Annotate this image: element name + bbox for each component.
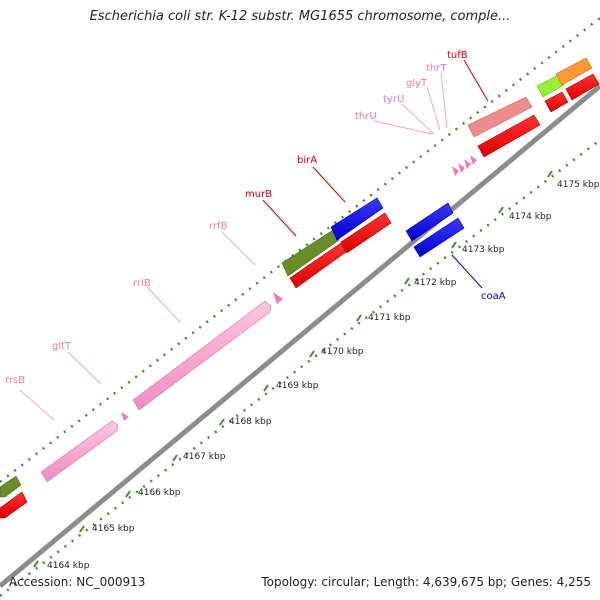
gene-box-thrU[interactable] — [452, 166, 459, 176]
label-thrU: thrU — [355, 111, 377, 122]
scale-label-4172: 4172 kbp — [414, 278, 457, 288]
scale-label-4171: 4171 kbp — [368, 313, 411, 323]
label-tufB: tufB — [447, 50, 468, 61]
gene-box-murB[interactable] — [281, 229, 340, 277]
gene-box-gltT[interactable] — [121, 412, 129, 421]
accession-text: Accession: NC_000913 — [9, 575, 146, 589]
label-leaders — [19, 59, 489, 421]
gene-box-red-top-1[interactable] — [544, 91, 569, 113]
gene-box-rrsB[interactable] — [40, 420, 119, 483]
label-rrfB: rrfB — [209, 221, 228, 232]
scale-label-4167: 4167 kbp — [183, 452, 226, 462]
upper-tick-track — [0, 17, 600, 483]
gene-labels: rrsB gltT rrlB rrfB murB birA thrU tyrU … — [5, 50, 506, 386]
scale-label-4174: 4174 kbp — [509, 212, 552, 222]
gene-box-birA[interactable] — [330, 197, 384, 241]
lower-tick-track — [0, 139, 600, 597]
scale-label-4164: 4164 kbp — [47, 561, 90, 571]
label-glyT: glyT — [406, 78, 428, 89]
scale-label-4170: 4170 kbp — [321, 347, 364, 357]
map-title: Escherichia coli str. K-12 substr. MG165… — [89, 9, 511, 24]
scale-label-4166: 4166 kbp — [138, 488, 181, 498]
gene-box-rrlB[interactable] — [132, 300, 272, 411]
scale-label-4173: 4173 kbp — [462, 245, 505, 255]
gene-box-coaA-2[interactable] — [413, 217, 465, 258]
label-rrlB: rrlB — [133, 278, 151, 289]
gene-box-tufB[interactable] — [467, 96, 533, 138]
gene-box-orange[interactable] — [555, 57, 593, 86]
scale-label-4168: 4168 kbp — [229, 417, 272, 427]
gene-box-red-murB[interactable] — [289, 242, 347, 289]
scale-label-4169: 4169 kbp — [276, 381, 319, 391]
gene-box-coaA-1[interactable] — [405, 202, 454, 242]
scale-label-4175: 4175 kbp — [557, 180, 600, 190]
scale-labels: 4164 kbp 4165 kbp 4166 kbp 4167 kbp 4168… — [47, 180, 600, 571]
label-thrT: thrT — [426, 63, 447, 74]
label-gltT: gltT — [52, 341, 72, 352]
gene-box-lime[interactable] — [536, 74, 565, 98]
label-coaA: coaA — [481, 291, 506, 302]
major-ticks — [33, 170, 553, 568]
gene-box-red-birA[interactable] — [340, 212, 392, 254]
scale-label-4165: 4165 kbp — [92, 524, 135, 534]
gene-box-red-left[interactable] — [0, 491, 28, 519]
topology-summary-text: Topology: circular; Length: 4,639,675 bp… — [261, 575, 591, 589]
gene-box-red-tufB[interactable] — [477, 114, 541, 158]
label-birA: birA — [297, 155, 317, 166]
label-rrsB: rrsB — [5, 375, 25, 386]
gene-box-glyT[interactable] — [464, 159, 471, 169]
label-tyrU: tyrU — [383, 94, 404, 105]
gene-box-rrfB[interactable] — [273, 292, 283, 304]
gene-box-red-top-2[interactable] — [565, 73, 600, 101]
gene-box-thrT[interactable] — [470, 155, 477, 165]
label-murB: murB — [245, 189, 272, 200]
gene-box-tyrU[interactable] — [458, 163, 465, 173]
gene-box-olive-left[interactable] — [0, 475, 22, 498]
chromosome-backbone — [0, 84, 600, 588]
